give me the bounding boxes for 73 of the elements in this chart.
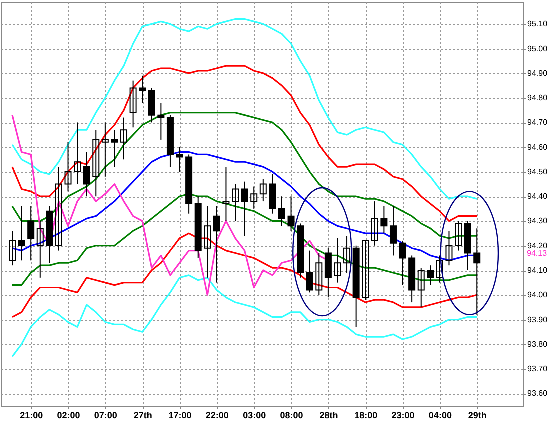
candlestick bbox=[250, 186, 258, 210]
candlestick bbox=[418, 268, 425, 308]
candlestick bbox=[278, 196, 286, 227]
candlestick bbox=[436, 255, 444, 284]
y-tick-label: 94.40 bbox=[528, 192, 548, 202]
line-series bbox=[12, 274, 478, 358]
candlestick bbox=[446, 230, 453, 266]
candlestick bbox=[176, 146, 184, 172]
candlestick bbox=[9, 230, 16, 266]
x-tick-label: 23:00 bbox=[392, 410, 415, 420]
x-tick-label: 18:00 bbox=[354, 410, 378, 420]
candlestick bbox=[380, 206, 388, 234]
x-tick-label: 21:00 bbox=[20, 410, 44, 420]
x-tick-label: 02:00 bbox=[57, 410, 80, 420]
y-tick-label: 95.10 bbox=[528, 20, 548, 29]
y-tick-label: 94.20 bbox=[528, 241, 548, 250]
candlestick bbox=[74, 122, 82, 185]
candlestick bbox=[64, 142, 72, 192]
x-tick-label: 04:00 bbox=[428, 410, 452, 420]
y-tick-label: 93.80 bbox=[528, 340, 548, 349]
candlestick bbox=[288, 196, 295, 232]
candlestick bbox=[344, 236, 351, 274]
x-tick-label: 08:00 bbox=[280, 410, 304, 420]
candlestick bbox=[36, 220, 44, 278]
x-tick-label: 27th bbox=[134, 410, 152, 420]
candlestick bbox=[213, 206, 220, 284]
y-tick-label: 94.70 bbox=[528, 118, 548, 128]
candlestick bbox=[334, 238, 342, 284]
candlestick bbox=[28, 206, 35, 262]
x-tick-label: 03:00 bbox=[243, 410, 266, 420]
candlestick bbox=[222, 166, 230, 222]
y-tick-label: 94.90 bbox=[528, 68, 548, 78]
x-tick-label: 29th bbox=[468, 410, 487, 420]
candlestick bbox=[260, 178, 267, 202]
text: 94.13 bbox=[527, 249, 548, 258]
line-series bbox=[12, 65, 478, 222]
candlestick bbox=[427, 265, 434, 286]
candlestick bbox=[306, 250, 314, 294]
candlestick bbox=[371, 201, 378, 246]
y-tick-label: 93.90 bbox=[528, 315, 548, 324]
candlestick bbox=[390, 206, 397, 256]
candlestick bbox=[232, 184, 240, 222]
candlestick bbox=[399, 240, 406, 286]
candlestick bbox=[204, 206, 212, 278]
candlestick bbox=[55, 166, 62, 252]
line-series bbox=[12, 18, 478, 200]
candlestick bbox=[474, 228, 481, 316]
candlestick bbox=[158, 102, 165, 140]
y-tick-label: 93.70 bbox=[528, 364, 548, 374]
candlestick bbox=[139, 75, 146, 104]
y-tick-label: 94.60 bbox=[528, 142, 548, 152]
y-tick-label: 94.50 bbox=[528, 167, 548, 176]
candlestick bbox=[102, 122, 109, 178]
candlestick bbox=[241, 181, 248, 237]
candlestick bbox=[455, 220, 462, 252]
y-tick-label: 94.30 bbox=[528, 216, 548, 226]
candlestick bbox=[18, 206, 26, 262]
x-tick-label: 22:00 bbox=[206, 410, 229, 420]
candlestick bbox=[111, 130, 118, 168]
candlestick bbox=[83, 152, 90, 198]
y-tick-label: 94.00 bbox=[528, 290, 548, 300]
candlestick bbox=[130, 80, 137, 128]
candlestick bbox=[362, 240, 370, 301]
x-tick-label: 28th bbox=[320, 410, 338, 420]
x-tick-label: 17:00 bbox=[168, 410, 192, 420]
candlestick bbox=[120, 117, 128, 160]
y-tick-label: 94.10 bbox=[528, 266, 548, 276]
y-tick-label: 93.60 bbox=[528, 389, 548, 398]
candlestick bbox=[316, 252, 323, 296]
y-tick-label: 94.80 bbox=[528, 94, 548, 103]
candlestick bbox=[92, 130, 100, 198]
y-tick-label: 95.00 bbox=[528, 44, 548, 54]
x-tick-label: 07:00 bbox=[94, 410, 118, 420]
